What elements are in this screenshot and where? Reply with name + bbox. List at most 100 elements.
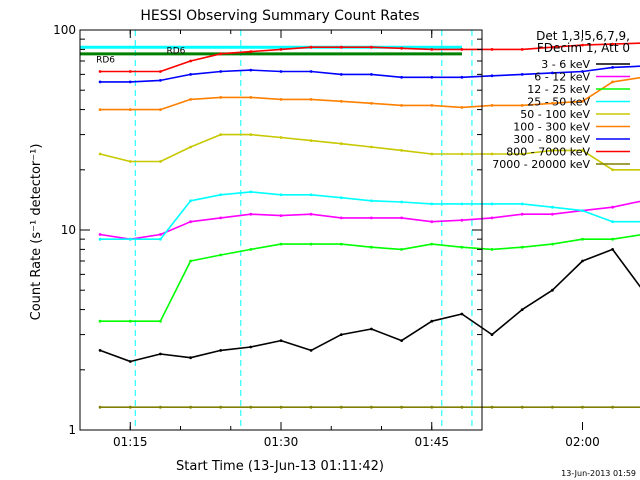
data-point xyxy=(279,339,283,342)
data-point xyxy=(98,237,102,241)
series-6 xyxy=(98,76,640,111)
data-point xyxy=(309,405,313,409)
x-tick-label: 01:30 xyxy=(264,435,299,449)
data-point xyxy=(611,66,614,69)
plot-frame xyxy=(80,30,473,430)
annotation-1: RD6 xyxy=(96,56,115,66)
data-point xyxy=(490,202,494,206)
data-point xyxy=(219,349,223,352)
data-point xyxy=(581,405,584,409)
legend-label-9: 7000 - 20000 keV xyxy=(492,158,590,171)
data-point xyxy=(128,405,132,409)
data-point xyxy=(370,73,373,76)
x-tick-label: 02:00 xyxy=(565,435,600,449)
data-point xyxy=(98,349,102,352)
data-point xyxy=(520,73,524,76)
data-point xyxy=(98,405,102,409)
data-point xyxy=(430,48,434,51)
data-point xyxy=(159,319,162,323)
data-point xyxy=(339,405,343,409)
legend-header-line-1: Det 1,3,5,6,7,9, xyxy=(536,29,630,43)
data-point xyxy=(279,242,283,246)
data-point xyxy=(128,237,132,241)
x-axis-label: Start Time (13-Jun-13 01:11:42) xyxy=(176,459,384,474)
data-point xyxy=(520,48,524,51)
data-point xyxy=(159,70,162,73)
legend-label-6: 100 - 300 keV xyxy=(513,121,590,134)
data-point xyxy=(551,212,554,216)
data-point xyxy=(339,142,343,146)
data-point xyxy=(581,99,584,103)
data-point xyxy=(309,349,313,352)
y-tick-label: 1 xyxy=(68,423,76,437)
series-8 xyxy=(98,42,640,73)
data-point xyxy=(309,98,313,101)
data-point xyxy=(611,168,614,172)
data-point xyxy=(611,42,614,46)
data-point xyxy=(400,104,403,107)
series-7 xyxy=(98,65,640,84)
y-axis-label: Count Rate (s⁻¹ detector⁻¹) xyxy=(29,144,44,321)
chart-title: HESSI Observing Summary Count Rates xyxy=(140,8,419,24)
data-point xyxy=(128,108,132,111)
data-point xyxy=(339,45,343,49)
data-point xyxy=(98,152,102,156)
data-point xyxy=(370,216,373,220)
data-point xyxy=(339,99,343,103)
legend-label-4: 25 - 50 keV xyxy=(527,96,590,109)
data-point xyxy=(370,199,373,203)
data-point xyxy=(219,52,223,56)
data-point xyxy=(370,405,373,409)
data-point xyxy=(159,160,162,163)
data-point xyxy=(490,333,494,336)
data-point xyxy=(279,70,283,73)
data-point xyxy=(520,152,524,156)
data-point xyxy=(98,319,102,323)
data-point xyxy=(551,149,554,152)
data-point xyxy=(400,46,403,50)
data-point xyxy=(189,98,193,101)
data-point xyxy=(490,48,494,51)
data-point xyxy=(309,45,313,49)
data-point xyxy=(249,133,253,137)
data-point xyxy=(551,242,554,246)
data-point xyxy=(490,74,494,78)
data-point xyxy=(400,405,403,409)
data-point xyxy=(189,220,193,224)
data-point xyxy=(98,108,102,111)
series-2 xyxy=(98,200,640,241)
data-point xyxy=(309,212,313,216)
data-point xyxy=(219,193,223,197)
data-point xyxy=(189,73,193,76)
data-point xyxy=(460,75,464,79)
data-point xyxy=(430,152,434,156)
series-layer xyxy=(98,42,640,409)
series-4 xyxy=(98,190,640,241)
data-point xyxy=(189,356,193,360)
axis-layer: RD6RD601:1501:3001:4502:0002:1502:3002:4… xyxy=(53,23,600,449)
data-point xyxy=(460,48,464,51)
legend-label-2: 6 - 12 keV xyxy=(534,71,590,84)
legend-label-3: 12 - 25 keV xyxy=(527,83,590,96)
series-line-4 xyxy=(100,191,640,240)
data-point xyxy=(98,80,102,84)
data-point xyxy=(490,216,494,220)
data-point xyxy=(279,136,283,139)
data-point xyxy=(370,327,373,331)
series-1 xyxy=(98,248,640,363)
x-tick-label: 01:15 xyxy=(113,435,148,449)
data-point xyxy=(219,216,223,220)
data-point xyxy=(370,101,373,105)
data-point xyxy=(520,212,524,216)
data-point xyxy=(520,104,524,107)
data-point xyxy=(309,242,313,246)
series-line-1 xyxy=(99,248,640,363)
x-tick-label: 01:45 xyxy=(414,435,449,449)
data-point xyxy=(309,70,313,73)
data-point xyxy=(159,405,162,409)
data-point xyxy=(490,104,494,107)
data-point xyxy=(370,45,373,49)
data-point xyxy=(189,405,193,409)
data-point xyxy=(249,190,253,194)
